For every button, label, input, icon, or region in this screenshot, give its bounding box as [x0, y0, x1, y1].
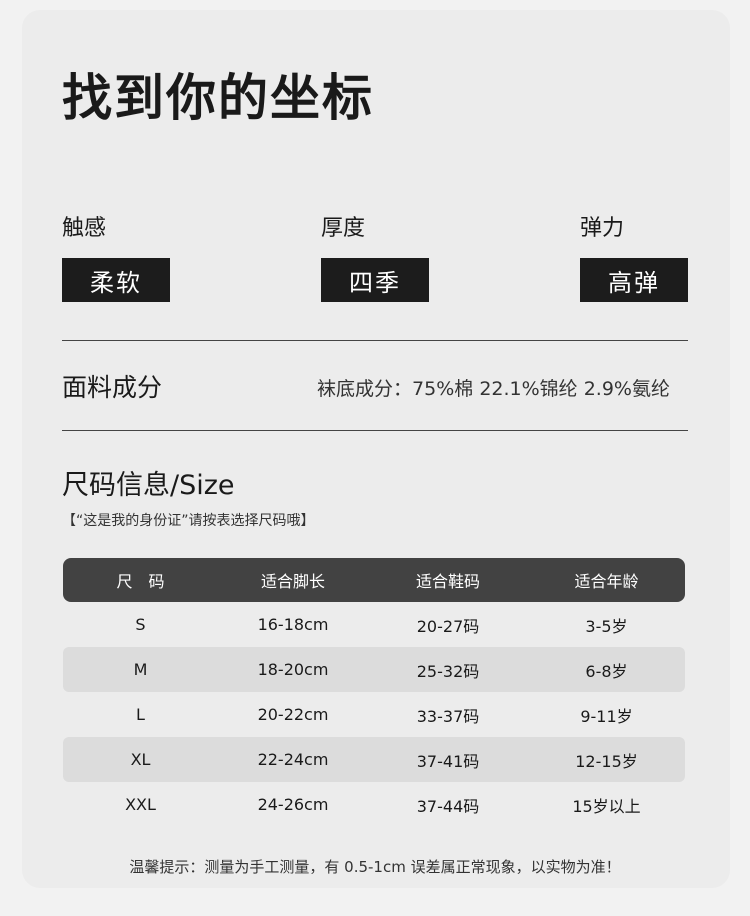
feature-thickness: 厚度 四季 — [321, 210, 431, 302]
table-cell: XXL — [125, 795, 156, 814]
table-cell: 9-11岁 — [580, 706, 633, 726]
table-header: 尺 码 适合脚长 适合鞋码 适合年龄 — [63, 558, 685, 602]
size-title: 尺码信息/Size — [62, 470, 235, 501]
table-cell: 16-18cm — [257, 615, 329, 634]
page-title: 找到你的坐标 — [62, 69, 374, 127]
table-row: XXL 24-26cm 37-44码 15岁以上 — [63, 782, 685, 827]
table-cell: 15岁以上 — [572, 796, 641, 816]
header-cell: 适合鞋码 — [415, 572, 480, 591]
divider — [62, 340, 688, 341]
table-cell: M — [133, 660, 148, 679]
table-cell: 37-41码 — [416, 751, 480, 771]
feature-label: 厚度 — [321, 216, 366, 241]
table-cell: 18-20cm — [257, 660, 329, 679]
table-cell: S — [135, 615, 146, 634]
feature-touch: 触感 柔软 — [62, 210, 172, 302]
size-subtitle: 【“这是我的身份证”请按表选择尺码哦】 — [62, 513, 315, 529]
fabric-value: 袜底成分：75%棉 22.1%锦纶 2.9%氨纶 — [317, 378, 670, 400]
table-cell: 20-22cm — [257, 705, 329, 724]
table-cell: 24-26cm — [257, 795, 329, 814]
feature-value: 高弹 — [580, 258, 688, 302]
feature-value: 四季 — [321, 258, 429, 302]
table-cell: 20-27码 — [416, 616, 480, 636]
table-cell: 12-15岁 — [575, 751, 638, 771]
divider — [62, 430, 688, 431]
header-cell: 尺 码 — [116, 572, 165, 591]
header-cell: 适合年龄 — [574, 572, 639, 591]
table-row: M 18-20cm 25-32码 6-8岁 — [63, 647, 685, 692]
measurement-note: 温馨提示：测量为手工测量，有 0.5-1cm 误差属正常现象，以实物为准！ — [129, 858, 621, 876]
feature-label: 弹力 — [580, 216, 625, 241]
feature-label: 触感 — [62, 216, 107, 241]
table-row: XL 22-24cm 37-41码 12-15岁 — [63, 737, 685, 782]
table-cell: 25-32码 — [416, 661, 480, 681]
size-table: 尺 码 适合脚长 适合鞋码 适合年龄 S 16-18cm 20-27码 3-5岁… — [63, 558, 685, 827]
table-row: S 16-18cm 20-27码 3-5岁 — [63, 602, 685, 647]
header-cell: 适合脚长 — [260, 572, 325, 591]
table-cell: L — [136, 705, 145, 724]
feature-value: 柔软 — [62, 258, 170, 302]
table-row: L 20-22cm 33-37码 9-11岁 — [63, 692, 685, 737]
table-cell: 22-24cm — [257, 750, 329, 769]
table-cell: 6-8岁 — [585, 661, 628, 681]
fabric-label: 面料成分 — [62, 373, 163, 402]
feature-elasticity: 弹力 高弹 — [580, 210, 690, 302]
table-cell: 3-5岁 — [585, 616, 628, 636]
table-cell: 33-37码 — [416, 706, 480, 726]
table-cell: 37-44码 — [416, 796, 480, 816]
table-cell: XL — [130, 750, 151, 769]
